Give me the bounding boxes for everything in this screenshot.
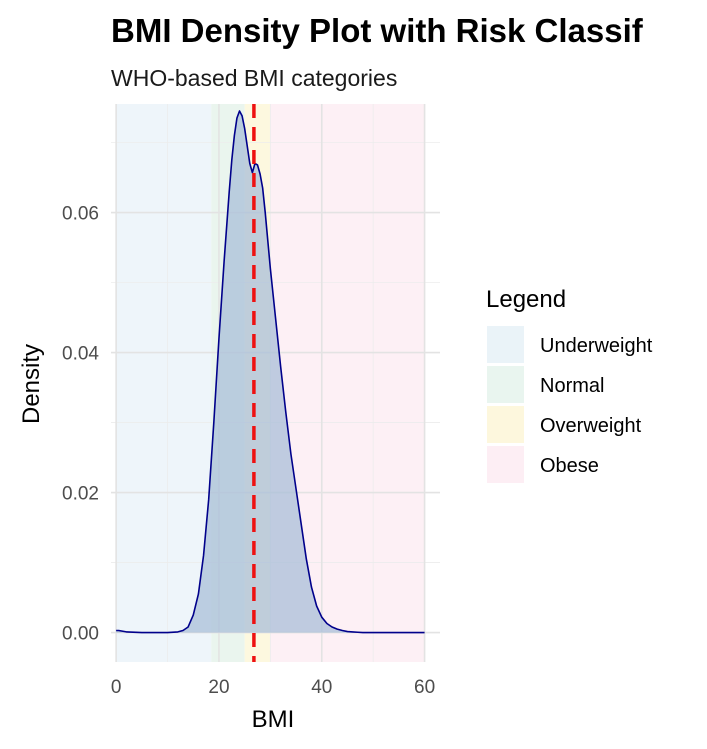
plot-area <box>111 104 440 662</box>
y-tick-label: 0.04 <box>62 344 99 365</box>
x-axis-title: BMI <box>252 706 295 733</box>
y-tick-label: 0.00 <box>62 624 99 645</box>
chart-title: BMI Density Plot with Risk Classif <box>111 12 644 49</box>
x-tick-label: 20 <box>208 677 229 698</box>
x-axis-ticks: 0 20 40 60 <box>111 677 435 698</box>
x-tick-label: 40 <box>311 677 332 698</box>
y-tick-label: 0.06 <box>62 204 99 225</box>
band-underweight <box>116 104 212 662</box>
chart-subtitle: WHO-based BMI categories <box>111 65 397 91</box>
legend: Legend Underweight Normal Overweight Obese <box>486 286 653 483</box>
x-tick-label: 60 <box>414 677 435 698</box>
legend-key-obese <box>487 446 524 483</box>
legend-key-normal <box>487 366 524 403</box>
legend-label-overweight: Overweight <box>540 415 642 437</box>
density-area <box>116 111 425 633</box>
y-tick-label: 0.02 <box>62 484 99 505</box>
y-axis-title: Density <box>18 344 45 424</box>
legend-label-obese: Obese <box>540 455 599 477</box>
legend-key-underweight <box>487 326 524 363</box>
legend-label-normal: Normal <box>540 375 604 397</box>
x-tick-label: 0 <box>111 677 122 698</box>
y-axis-ticks: 0.00 0.02 0.04 0.06 <box>62 204 99 645</box>
legend-items: Underweight Normal Overweight Obese <box>487 326 653 483</box>
legend-label-underweight: Underweight <box>540 335 653 357</box>
legend-key-overweight <box>487 406 524 443</box>
legend-title: Legend <box>486 286 566 313</box>
density-line <box>116 110 425 634</box>
